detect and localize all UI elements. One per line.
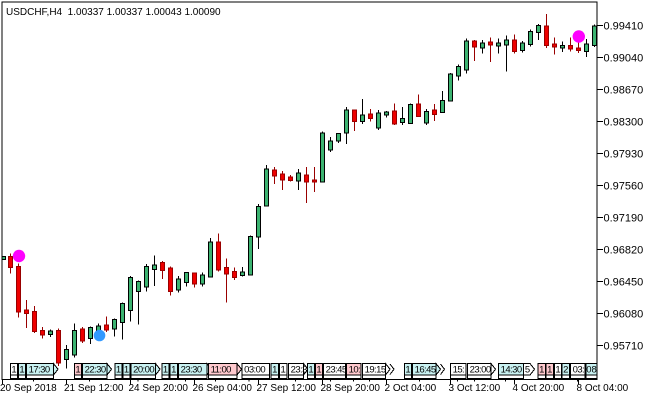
svg-text:1: 1: [124, 365, 129, 376]
svg-text:1: 1: [547, 365, 552, 376]
svg-text:03:00: 03:00: [244, 365, 265, 376]
svg-text:0.98670: 0.98670: [604, 85, 644, 97]
svg-text:0.99410: 0.99410: [604, 21, 644, 33]
svg-text:5: 5: [525, 365, 530, 376]
svg-text:16:45: 16:45: [415, 365, 436, 376]
svg-text:23:30: 23:30: [291, 365, 312, 376]
svg-text:0.96820: 0.96820: [604, 245, 644, 257]
svg-text:22:30: 22:30: [85, 365, 106, 376]
svg-text:11:00: 11:00: [211, 365, 232, 376]
svg-text:0.97560: 0.97560: [604, 181, 644, 193]
svg-text:2: 2: [563, 365, 568, 376]
svg-text:27 Sep 12:00: 27 Sep 12:00: [257, 383, 317, 394]
svg-text:24 Sep 20:00: 24 Sep 20:00: [129, 383, 189, 394]
svg-text:17:30: 17:30: [29, 365, 50, 376]
svg-text:1: 1: [308, 365, 313, 376]
svg-text:1: 1: [116, 365, 121, 376]
svg-text:0.96080: 0.96080: [604, 309, 644, 321]
svg-text:26 Sep 04:00: 26 Sep 04:00: [193, 383, 253, 394]
svg-text:0.96450: 0.96450: [604, 277, 644, 289]
svg-text:23:45: 23:45: [326, 365, 347, 376]
svg-text:1: 1: [75, 365, 80, 376]
svg-text:20 Sep 2018: 20 Sep 2018: [0, 383, 57, 394]
svg-text:0.99040: 0.99040: [604, 53, 644, 65]
svg-text:0.97930: 0.97930: [604, 149, 644, 161]
svg-text:0.97190: 0.97190: [604, 213, 644, 225]
svg-text:1: 1: [171, 365, 176, 376]
svg-text:1: 1: [11, 365, 16, 376]
svg-text:21 Sep 12:00: 21 Sep 12:00: [64, 383, 124, 394]
svg-text:3 Oct 12:00: 3 Oct 12:00: [449, 383, 501, 394]
svg-text:1: 1: [539, 365, 544, 376]
svg-text:4 Oct 20:00: 4 Oct 20:00: [513, 383, 565, 394]
svg-text:1: 1: [555, 365, 560, 376]
svg-text:1: 1: [163, 365, 168, 376]
svg-text:15:: 15:: [453, 365, 465, 376]
svg-text:19:15: 19:15: [365, 365, 386, 376]
svg-text:28 Sep 20:00: 28 Sep 20:00: [321, 383, 381, 394]
svg-text:1: 1: [272, 365, 277, 376]
svg-text:1: 1: [316, 365, 321, 376]
svg-text:14:30: 14:30: [501, 365, 522, 376]
svg-text:10:: 10:: [349, 365, 361, 376]
svg-text:03:: 03:: [573, 365, 585, 376]
svg-text:2 Oct 04:00: 2 Oct 04:00: [385, 383, 437, 394]
svg-text:1: 1: [405, 365, 410, 376]
svg-text:23:00: 23:00: [470, 365, 491, 376]
svg-text:20:00: 20:00: [133, 365, 154, 376]
svg-text:1: 1: [19, 365, 24, 376]
svg-text:0.98300: 0.98300: [604, 117, 644, 129]
svg-text:23:30: 23:30: [181, 365, 202, 376]
svg-text:1: 1: [281, 365, 286, 376]
svg-text:8 Oct 04:00: 8 Oct 04:00: [577, 383, 629, 394]
svg-text:08: 08: [586, 365, 597, 376]
svg-text:0.95710: 0.95710: [604, 341, 644, 353]
svg-text:USDCHF,H4 1.00337 1.00337 1.0: USDCHF,H4 1.00337 1.00337 1.00043 1.0009…: [6, 7, 221, 18]
